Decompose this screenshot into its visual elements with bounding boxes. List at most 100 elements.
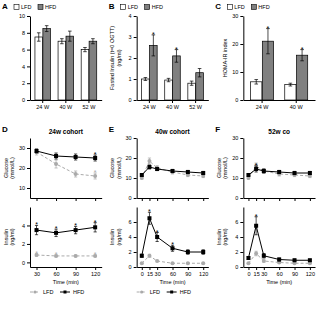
tick-label: 2 — [129, 55, 132, 61]
tick-label: 20 — [19, 165, 25, 171]
panel: 24 W40 W0102030HOMA-IR indexC**LFDHFD — [215, 2, 315, 110]
bar — [81, 50, 89, 100]
tick-mark — [157, 198, 158, 201]
tick-label: 90 — [73, 271, 79, 277]
x-axis — [244, 198, 316, 201]
bar — [43, 29, 51, 100]
significance-marker: * — [171, 241, 174, 248]
significance-marker: * — [175, 46, 178, 53]
tick: 4 — [129, 234, 137, 240]
tick: 0 — [235, 97, 243, 103]
significance-marker: * — [267, 25, 270, 32]
tick: 0 — [141, 267, 144, 277]
significance-marker: * — [94, 151, 97, 158]
y-label: Fasted Insulin (t=0 OGTT)(ng/ml) — [109, 26, 121, 90]
tick-mark — [76, 267, 77, 270]
marker — [74, 254, 78, 258]
y-label-line: Glucose — [216, 158, 222, 178]
tick-mark — [295, 198, 296, 201]
tick-mark — [240, 252, 243, 253]
tick-mark — [240, 222, 243, 223]
significance-marker: * — [55, 251, 58, 258]
tick-mark — [27, 148, 30, 149]
tick-mark — [65, 100, 66, 103]
tick-mark — [240, 267, 243, 268]
tick-mark — [27, 225, 30, 226]
bar — [296, 55, 307, 100]
tick — [256, 198, 257, 201]
tick-label: 30 — [34, 271, 40, 277]
panel: 24 W40 W52 W01234Fasted Insulin (t=0 OGT… — [109, 2, 209, 110]
tick — [279, 198, 280, 201]
tick-mark — [295, 267, 296, 270]
error-bar — [266, 29, 270, 54]
tick-mark — [27, 168, 30, 169]
tick-label: 120 — [91, 271, 100, 277]
significance-marker: * — [35, 250, 38, 257]
error-bar — [247, 174, 250, 176]
significance-marker: * — [55, 225, 58, 232]
tick-mark — [240, 72, 243, 73]
error-bar — [278, 258, 281, 261]
tick-label: 20 — [126, 155, 132, 161]
marker — [35, 228, 39, 232]
y-axis: 0102030 — [232, 13, 244, 103]
error-bar — [83, 48, 87, 52]
bar — [285, 85, 296, 100]
y-axis: 0246810 — [19, 13, 31, 103]
marker — [74, 172, 78, 176]
panel-label: F — [215, 125, 220, 134]
tick — [56, 198, 57, 201]
marker — [262, 169, 266, 173]
marker — [155, 166, 159, 170]
x-axis — [31, 198, 103, 201]
panel-label: A — [2, 2, 8, 11]
error-bar — [68, 31, 72, 41]
tick-mark — [240, 16, 243, 17]
chart-container: 24 W40 W52 W0246810ALFDHFD24 W40 W52 W01… — [0, 0, 320, 320]
tick-mark — [134, 16, 137, 17]
axis-line — [31, 198, 103, 199]
tick-label: 6 — [22, 47, 25, 53]
y-label-line: (ng/ml) — [9, 228, 15, 245]
tick-mark — [240, 158, 243, 159]
tick-mark — [262, 100, 263, 103]
tick: 30 — [232, 13, 243, 19]
tick — [157, 198, 158, 201]
error-bar — [156, 167, 159, 170]
tick: 10 — [232, 175, 243, 181]
tick-mark — [240, 100, 243, 101]
tick-label: 10 — [19, 13, 25, 19]
tick-label: 0 — [141, 271, 144, 277]
tick-label: 4 — [22, 223, 25, 229]
marker — [155, 235, 159, 239]
significance-marker: * — [35, 221, 38, 228]
marker — [262, 259, 266, 263]
marker — [147, 159, 151, 163]
tick: 2 — [129, 55, 137, 61]
legend: LFDHFD — [14, 4, 56, 10]
error-bar — [262, 169, 265, 174]
axis-line — [243, 139, 244, 199]
tick-label: 0 — [247, 271, 250, 277]
tick-label: 10 — [232, 69, 238, 75]
tick: 24 W — [256, 100, 270, 110]
legend: LFDHFD — [121, 4, 163, 10]
legend-swatch — [167, 292, 177, 293]
error-bar — [202, 171, 205, 174]
error-bar — [37, 33, 41, 41]
tick-mark — [134, 58, 137, 59]
tick-label: 2 — [235, 249, 238, 255]
tick-label: 90 — [185, 271, 191, 277]
axis-line — [244, 100, 316, 101]
bar — [251, 82, 262, 100]
legend-label: LFD — [234, 4, 244, 10]
error-bar — [148, 158, 151, 164]
marker — [262, 254, 266, 258]
error-bar — [171, 169, 174, 172]
significance-marker: * — [255, 162, 258, 169]
panel: 24 W40 W52 W0246810ALFDHFD — [2, 2, 102, 110]
marker — [254, 252, 258, 256]
marker — [35, 149, 39, 153]
x-label: Time (min) — [159, 279, 185, 285]
